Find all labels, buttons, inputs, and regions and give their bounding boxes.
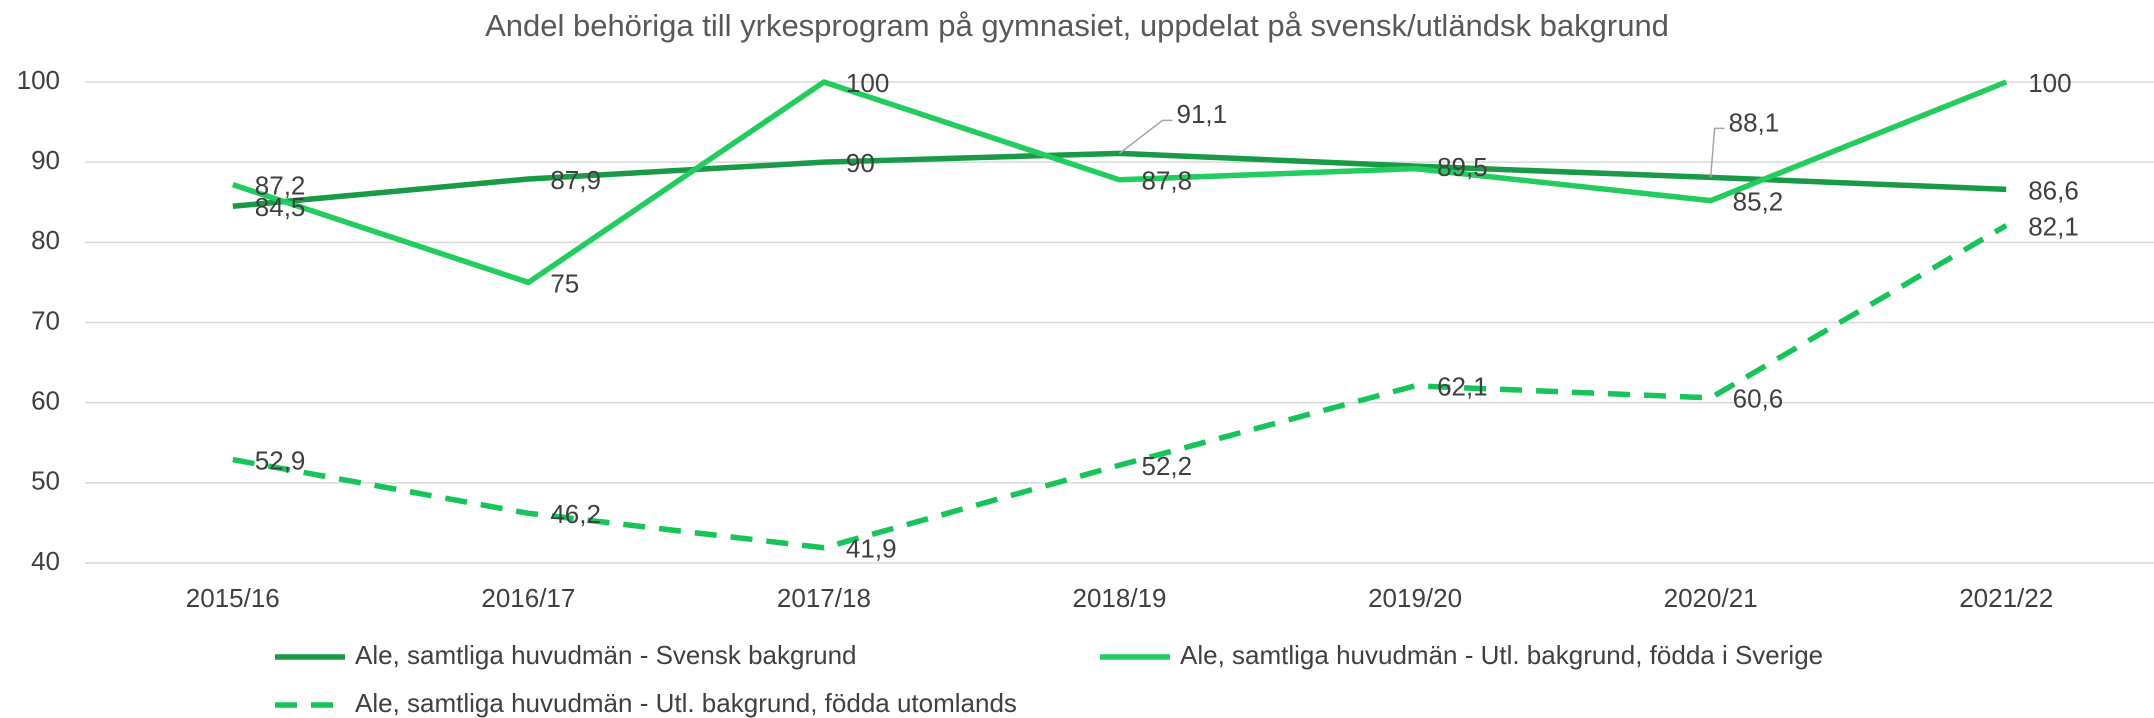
data-label: 46,2 <box>550 499 601 529</box>
data-label: 91,1 <box>1177 99 1228 129</box>
data-label: 87,2 <box>255 170 306 200</box>
y-tick-label: 60 <box>31 386 60 416</box>
y-tick-label: 50 <box>31 466 60 496</box>
data-label: 90 <box>846 148 875 178</box>
x-tick-label: 2015/16 <box>186 583 280 613</box>
data-label: 62,1 <box>1437 372 1488 402</box>
data-label: 85,2 <box>1733 187 1784 217</box>
x-tick-label: 2019/20 <box>1368 583 1462 613</box>
x-tick-label: 2021/22 <box>1959 583 2053 613</box>
data-label: 60,6 <box>1733 384 1784 414</box>
y-tick-label: 80 <box>31 225 60 255</box>
legend-label: Ale, samtliga huvudmän - Svensk bakgrund <box>355 640 857 670</box>
x-tick-label: 2020/21 <box>1664 583 1758 613</box>
data-label: 41,9 <box>846 534 897 564</box>
y-tick-label: 70 <box>31 305 60 335</box>
series-line <box>232 223 2008 551</box>
x-tick-label: 2016/17 <box>481 583 575 613</box>
data-label: 100 <box>846 68 889 98</box>
data-label: 86,6 <box>2028 175 2079 205</box>
y-tick-label: 40 <box>31 546 60 576</box>
data-label: 52,2 <box>1142 451 1193 481</box>
data-label: 88,1 <box>1729 107 1780 137</box>
leader-line <box>1709 127 1725 178</box>
data-label: 89,5 <box>1437 152 1488 182</box>
leader-line <box>1119 119 1173 154</box>
data-label: 52,9 <box>255 445 306 475</box>
data-label: 84,5 <box>255 192 306 222</box>
data-label: 75 <box>550 268 579 298</box>
legend-label: Ale, samtliga huvudmän - Utl. bakgrund, … <box>1180 640 1823 670</box>
y-tick-label: 90 <box>31 145 60 175</box>
data-label: 100 <box>2028 68 2071 98</box>
y-tick-label: 100 <box>17 65 60 95</box>
data-label: 87,9 <box>550 165 601 195</box>
x-tick-label: 2017/18 <box>777 583 871 613</box>
legend-label: Ale, samtliga huvudmän - Utl. bakgrund, … <box>355 688 1017 718</box>
x-tick-label: 2018/19 <box>1073 583 1167 613</box>
data-label: 82,1 <box>2028 211 2079 241</box>
series-line <box>231 79 2008 286</box>
data-label: 87,8 <box>1142 166 1193 196</box>
chart-title: Andel behöriga till yrkesprogram på gymn… <box>485 8 1669 43</box>
